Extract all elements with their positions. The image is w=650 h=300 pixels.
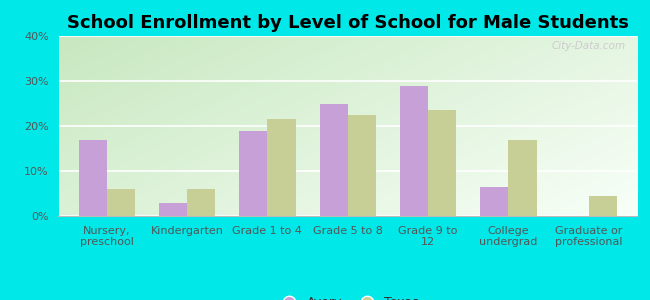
Bar [480,187,508,216]
Bar [320,103,348,216]
Bar [589,196,617,216]
Bar [107,189,135,216]
Bar [428,110,456,216]
Bar [267,119,296,216]
Bar [239,130,267,216]
Bar [508,140,536,216]
Bar [187,189,215,216]
Bar [400,85,428,216]
Bar [79,140,107,216]
Bar [348,115,376,216]
Title: School Enrollment by Level of School for Male Students: School Enrollment by Level of School for… [67,14,629,32]
Bar [159,202,187,216]
Text: City-Data.com: City-Data.com [551,41,625,51]
Legend: Avery, Texas: Avery, Texas [272,291,424,300]
